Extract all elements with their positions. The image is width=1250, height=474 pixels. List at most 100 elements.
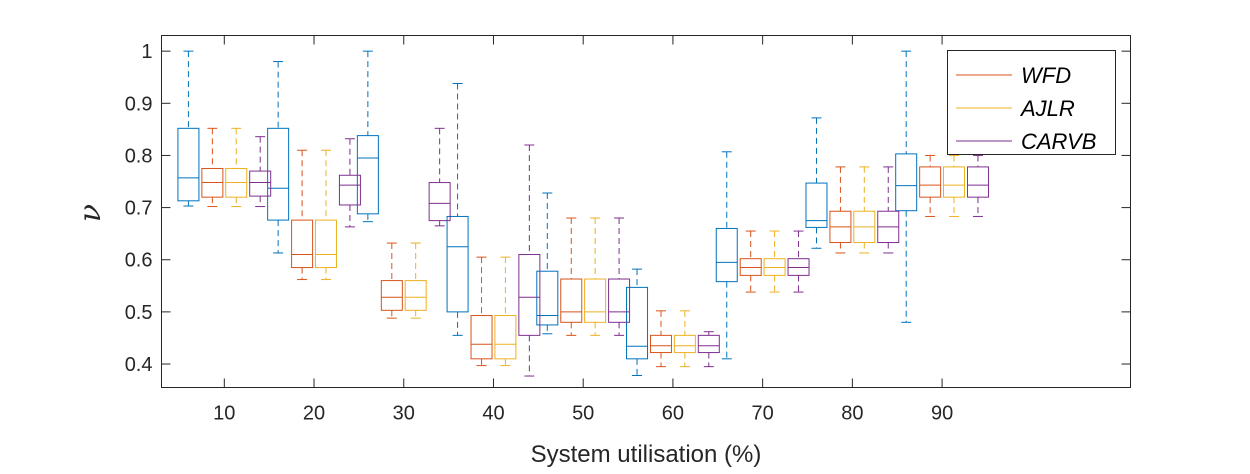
legend-entry: AJLR [956,96,1075,121]
box-plot [966,154,989,217]
series-carvb [249,127,989,377]
iqr-box [697,334,720,354]
box-plot [829,166,852,254]
box-plot [338,138,361,228]
x-tick-label: 20 [303,403,325,425]
iqr-box [338,174,361,206]
x-tick-label: 80 [841,403,863,425]
x-tick-label: 10 [213,403,235,425]
box-plot [943,154,966,217]
iqr-box [560,278,583,323]
legend: WFD AJLR CARVB [947,50,1116,155]
box-plot [560,217,583,336]
series-wfd [201,127,942,368]
x-tick-label: 70 [752,403,774,425]
box-plot [649,310,672,368]
iqr-box [494,315,517,360]
x-axis-title: System utilisation (%) [531,441,762,468]
box-plot [494,256,517,367]
box-plot [877,166,900,254]
iqr-box [177,127,200,202]
y-tick-label: 1 [141,41,152,63]
iqr-box [943,166,966,198]
y-tick-label: 0.6 [125,250,153,272]
box-plot [919,154,942,217]
box-plot [225,127,248,208]
iqr-box [673,334,696,354]
x-tick-label: 30 [393,403,415,425]
iqr-box [626,286,649,360]
y-axis: 0.4 0.5 0.6 0.7 0.8 0.9 1 [125,41,1131,376]
iqr-box [249,170,272,197]
iqr-box [470,315,493,360]
iqr-box [895,153,918,212]
iqr-box [446,215,469,313]
y-tick-label: 0.9 [125,93,153,115]
x-tick-label: 50 [572,403,594,425]
box-plot [853,166,876,254]
box-plot [267,61,290,254]
iqr-box [739,258,762,276]
box-plot [805,117,828,249]
plot-content [177,50,989,377]
series-ajlr [225,127,966,368]
box-plot [404,242,427,319]
box-plot [739,230,762,293]
x-tick-label: 60 [662,403,684,425]
iqr-box [404,280,427,311]
box-plot [177,50,200,207]
box-plot [249,136,272,208]
box-plot [518,144,541,377]
legend-entry: CARVB [956,129,1096,154]
box-plot [787,230,810,293]
iqr-box [428,182,451,222]
iqr-box [291,219,314,269]
iqr-box [805,182,828,228]
iqr-box [608,278,631,323]
iqr-box [715,227,738,283]
x-axis: 10 20 30 40 50 60 70 80 90 [213,35,953,425]
iqr-box [518,254,541,336]
axes-frame [161,35,1131,388]
iqr-box [787,258,810,276]
legend-label: WFD [1021,63,1071,88]
iqr-box [267,127,290,221]
box-plot [314,149,337,281]
box-plot [291,149,314,281]
box-plot [446,82,469,336]
box-plot [626,268,649,377]
iqr-box [314,219,337,269]
y-tick-label: 0.4 [125,354,153,376]
iqr-box [966,166,989,198]
legend-label: AJLR [1019,96,1075,121]
box-plot [697,331,720,368]
box-plot [470,256,493,367]
box-plot [673,310,696,368]
box-plot [428,127,451,227]
y-axis-title: ν [73,204,108,222]
box-plot [715,151,738,360]
box-plot [356,50,379,223]
iqr-box [536,270,559,326]
iqr-box [584,278,607,323]
iqr-box [380,280,403,311]
legend-box [947,50,1116,155]
iqr-box [763,258,786,276]
box-plot [201,127,224,208]
series-baseline [177,50,918,377]
box-plot [380,242,403,319]
legend-entry: WFD [956,63,1071,88]
y-tick-label: 0.5 [125,302,153,324]
box-plot [763,230,786,293]
x-tick-label: 40 [482,403,504,425]
box-plot [584,217,607,336]
box-plot [895,50,918,323]
iqr-box [356,135,379,215]
y-tick-label: 0.7 [125,198,153,220]
iqr-box [649,334,672,354]
box-plot [608,217,631,336]
iqr-box [919,166,942,198]
legend-label: CARVB [1021,129,1096,154]
y-tick-label: 0.8 [125,145,153,167]
